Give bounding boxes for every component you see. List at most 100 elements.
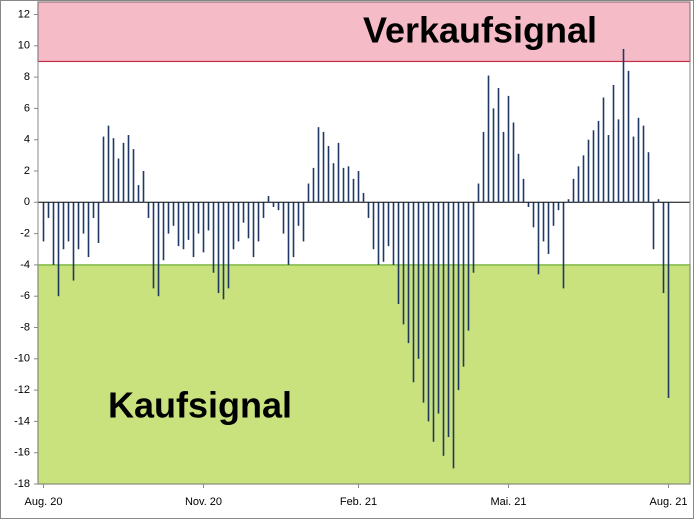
bar: [472, 202, 475, 273]
zones: Verkaufsignal Kaufsignal: [37, 1, 691, 485]
bar: [422, 202, 425, 403]
bar: [132, 149, 135, 203]
bar: [137, 185, 140, 203]
bar: [512, 122, 515, 203]
bar: [342, 167, 345, 203]
bar: [52, 202, 55, 265]
bar: [497, 88, 500, 203]
bar: [567, 199, 570, 203]
bar: [447, 202, 450, 438]
y-tick-label: 4: [24, 134, 30, 146]
bar: [122, 142, 125, 203]
bar: [337, 142, 340, 203]
y-tick-label: 0: [24, 196, 30, 208]
plot-frame: [37, 1, 691, 485]
bar: [267, 196, 270, 203]
bar: [587, 139, 590, 203]
bar: [402, 202, 405, 325]
y-tick-label: -10: [14, 353, 30, 365]
bar: [327, 145, 330, 203]
bar: [437, 202, 440, 414]
bar: [667, 202, 670, 398]
bar: [607, 135, 610, 203]
bar: [452, 202, 455, 469]
bar: [207, 202, 210, 231]
y-tick-label: -8: [20, 321, 30, 333]
bar: [352, 178, 355, 203]
bar: [292, 202, 295, 258]
bar: [312, 167, 315, 203]
bar: [577, 166, 580, 203]
bar: [247, 202, 250, 239]
bar: [477, 183, 480, 203]
bar: [627, 70, 630, 203]
bar: [57, 202, 60, 297]
bar: [442, 202, 445, 456]
bar: [467, 202, 470, 331]
bar: [592, 130, 595, 203]
bar: [177, 202, 180, 247]
bar: [307, 183, 310, 203]
bar: [407, 202, 410, 344]
bar: [62, 202, 65, 250]
bar: [102, 136, 105, 203]
bar: [517, 153, 520, 203]
bar: [242, 202, 245, 223]
bar: [322, 131, 325, 203]
bar: [202, 202, 205, 253]
bar: [42, 202, 45, 242]
zone-label: Verkaufsignal: [363, 10, 597, 51]
y-tick-label: 2: [24, 165, 30, 177]
bar: [397, 202, 400, 305]
bar: [547, 202, 550, 254]
bar: [647, 152, 650, 203]
bar: [552, 202, 555, 226]
y-tick-label: -2: [20, 228, 30, 240]
bar: [357, 171, 360, 203]
bar: [272, 202, 275, 208]
y-tick-label: 6: [24, 102, 30, 114]
bar: [172, 202, 175, 226]
bar: [82, 202, 85, 234]
bar: [232, 202, 235, 250]
bar: [522, 178, 525, 203]
bar: [162, 202, 165, 261]
marks: -18 -16 -14 -12 -10 -8 -6 -4 -2 0 2 4 6 8 10 12 Aug. 20 N…: [14, 8, 690, 508]
bar: [147, 202, 150, 218]
bar: [67, 202, 70, 242]
bar: [637, 117, 640, 203]
y-tick-label: 12: [18, 8, 30, 20]
bar: [277, 202, 280, 211]
bar: [572, 178, 575, 203]
bar: [527, 202, 530, 208]
bar: [47, 202, 50, 218]
bar: [197, 202, 200, 234]
bar: [377, 202, 380, 265]
bar: [457, 202, 460, 391]
bar: [617, 119, 620, 203]
bar: [282, 202, 285, 234]
y-tick-label: -14: [14, 415, 30, 427]
y-tick-label: -4: [20, 259, 30, 271]
bar: [662, 202, 665, 294]
x-tick-label: Aug. 20: [25, 496, 63, 508]
bar: [72, 202, 75, 281]
bar: [107, 125, 110, 203]
bar: [212, 202, 215, 273]
y-tick-label: 8: [24, 71, 30, 83]
bar: [257, 202, 260, 242]
bar: [217, 202, 220, 294]
bar: [112, 138, 115, 203]
bar: [332, 163, 335, 203]
signal-zone: [37, 1, 691, 63]
bar: [192, 202, 195, 258]
bar: [262, 202, 265, 218]
bar: [372, 202, 375, 250]
y-tick-label: -18: [14, 478, 30, 490]
bar: [92, 202, 95, 218]
bar: [532, 202, 535, 228]
bar: [237, 202, 240, 242]
bar: [182, 202, 185, 250]
bar: [427, 202, 430, 422]
